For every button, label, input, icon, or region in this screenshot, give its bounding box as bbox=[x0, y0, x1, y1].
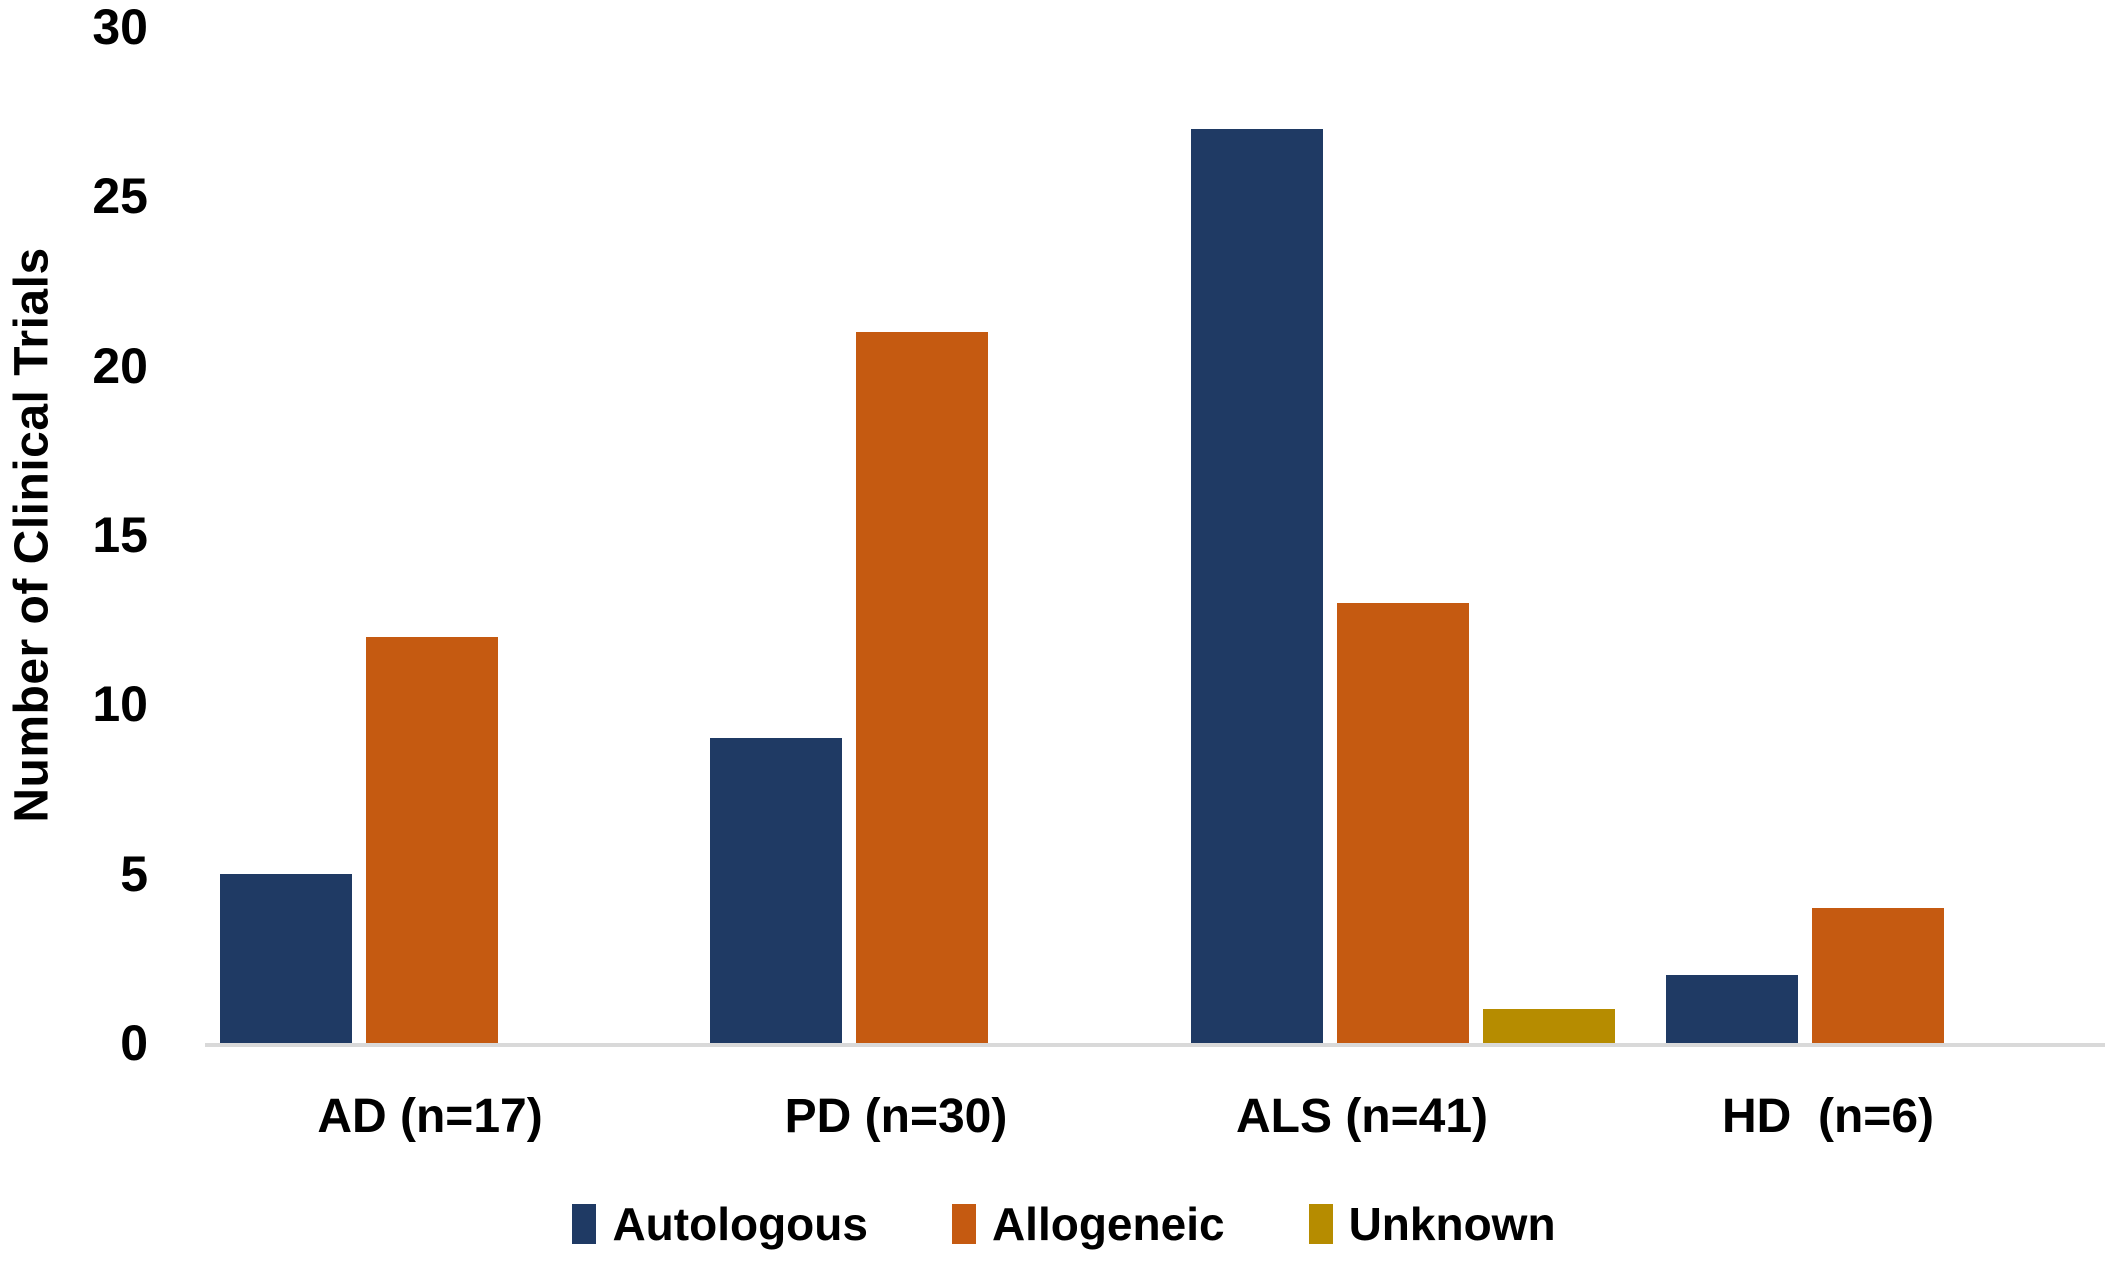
bar-allogeneic-als bbox=[1337, 602, 1469, 1043]
legend-swatch-autologous bbox=[572, 1204, 597, 1244]
legend-label-autologous: Autologous bbox=[612, 1198, 868, 1250]
legend: Autologous Allogeneic Unknown bbox=[0, 1196, 2128, 1252]
legend-item-unknown: Unknown bbox=[1308, 1196, 1556, 1252]
x-category-label-ad: AD (n=17) bbox=[317, 1090, 543, 1143]
legend-label-unknown: Unknown bbox=[1348, 1198, 1556, 1250]
legend-label-allogeneic: Allogeneic bbox=[991, 1198, 1225, 1250]
legend-item-autologous: Autologous bbox=[572, 1196, 868, 1252]
x-category-label-hd: HD (n=6) bbox=[1721, 1090, 1935, 1143]
y-tick-label-5: 5 bbox=[120, 845, 148, 902]
x-category-label-als: ALS (n=41) bbox=[1235, 1090, 1489, 1143]
plot-area bbox=[205, 27, 2105, 1047]
legend-item-allogeneic: Allogeneic bbox=[951, 1196, 1225, 1252]
y-tick-label-15: 15 bbox=[92, 507, 148, 563]
bar-allogeneic-ad bbox=[366, 636, 498, 1043]
y-tick-label-10: 10 bbox=[92, 676, 148, 733]
bar-allogeneic-pd bbox=[856, 331, 988, 1043]
bar-allogeneic-hd bbox=[1812, 907, 1944, 1043]
bar-unknown-als bbox=[1483, 1009, 1615, 1043]
bar-autologous-hd bbox=[1666, 975, 1798, 1043]
legend-swatch-unknown bbox=[1308, 1204, 1333, 1244]
y-tick-label-0: 0 bbox=[120, 1015, 148, 1071]
bar-autologous-ad bbox=[220, 873, 352, 1043]
y-tick-label-25: 25 bbox=[92, 168, 148, 225]
y-tick-label-20: 20 bbox=[92, 337, 148, 394]
bar-autologous-als bbox=[1191, 128, 1323, 1043]
legend-swatch-allogeneic bbox=[951, 1204, 976, 1244]
y-tick-label-30: 30 bbox=[92, 0, 148, 55]
x-category-label-pd: PD (n=30) bbox=[784, 1090, 1008, 1143]
bar-autologous-pd bbox=[710, 738, 842, 1043]
